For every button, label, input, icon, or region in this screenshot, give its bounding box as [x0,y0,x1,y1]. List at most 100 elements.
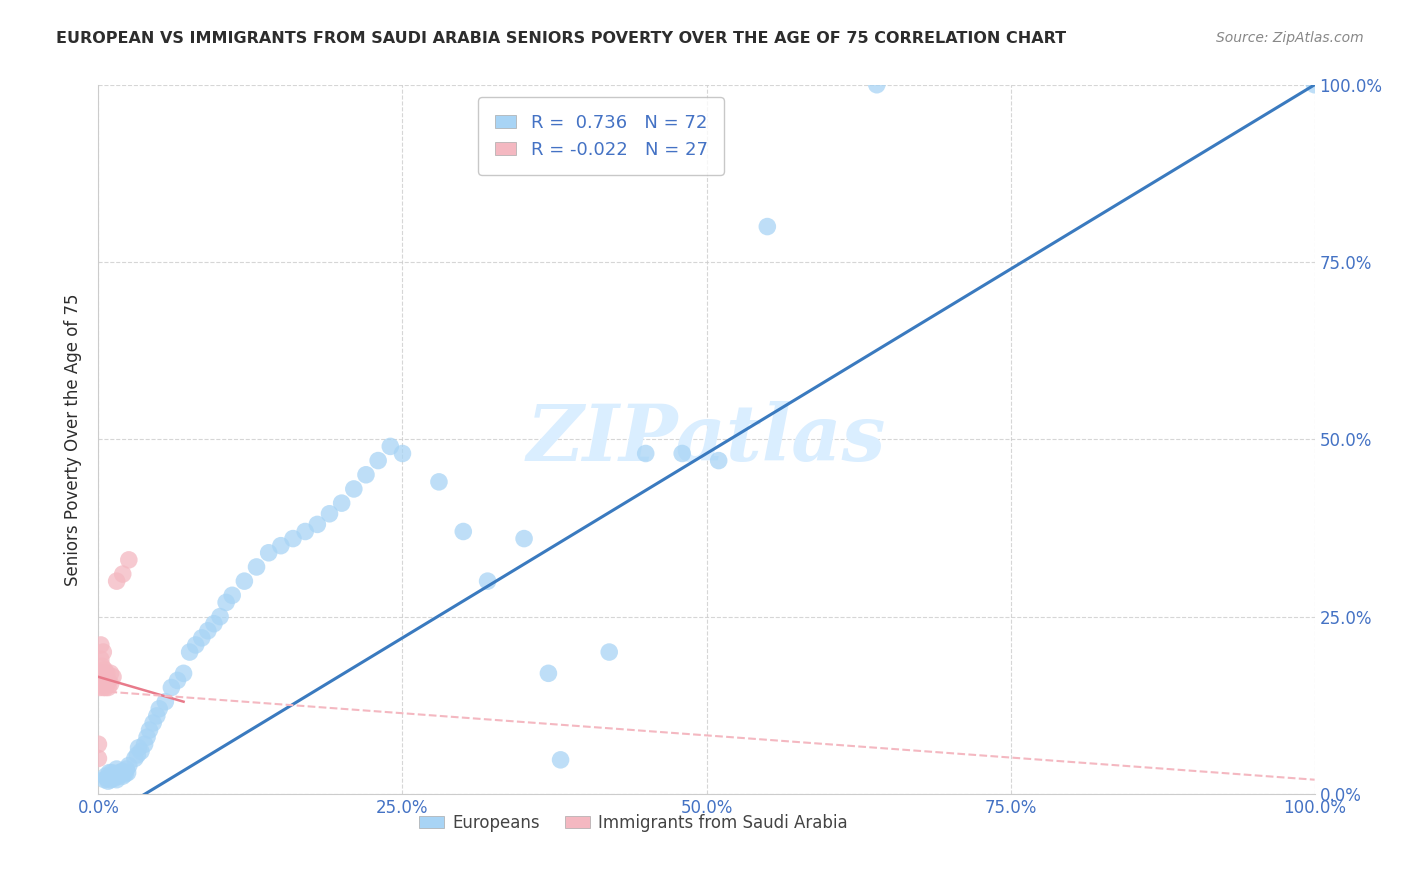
Point [97,774,120,789]
Point [114,767,136,781]
Y-axis label: Seniors Poverty Over the Age of 75: Seniors Poverty Over the Age of 75 [65,293,83,585]
Point [91,681,114,695]
Text: EUROPEAN VS IMMIGRANTS FROM SAUDI ARABIA SENIORS POVERTY OVER THE AGE OF 75 CORR: EUROPEAN VS IMMIGRANTS FROM SAUDI ARABIA… [56,31,1066,46]
Point [179,645,201,659]
Point [148,702,170,716]
Point [160,681,183,695]
Point [598,645,620,659]
Point [89,673,111,688]
Point [209,609,232,624]
Point [91,645,114,659]
Point [330,496,353,510]
Point [127,747,149,762]
Point [105,574,128,589]
Point [270,539,292,553]
Point [91,666,114,681]
Point [477,574,499,589]
Point [354,467,377,482]
Point [100,666,122,681]
Point [391,446,413,460]
Point [146,709,169,723]
Point [634,446,657,460]
Point [173,666,195,681]
Legend: Europeans, Immigrants from Saudi Arabia: Europeans, Immigrants from Saudi Arabia [412,807,855,838]
Point [96,772,118,786]
Point [94,681,117,695]
Point [513,532,536,546]
Point [281,532,304,546]
Point [138,723,160,737]
Point [90,638,112,652]
Point [101,765,124,780]
Point [111,764,134,779]
Point [118,553,141,567]
Point [134,737,156,751]
Point [90,652,112,666]
Point [100,769,122,783]
Text: Source: ZipAtlas.com: Source: ZipAtlas.com [1216,31,1364,45]
Point [118,758,141,772]
Point [110,767,132,781]
Point [257,546,280,560]
Point [96,677,118,691]
Point [380,439,402,453]
Point [756,219,779,234]
Point [103,772,125,786]
Point [537,666,560,681]
Point [707,453,730,467]
Point [111,769,134,783]
Point [191,631,214,645]
Point [94,769,117,783]
Point [318,507,340,521]
Point [101,670,124,684]
Point [307,517,329,532]
Point [142,715,165,730]
Point [111,567,134,582]
Point [215,595,238,609]
Point [245,560,267,574]
Point [93,677,115,691]
Point [96,666,118,681]
Point [97,681,120,695]
Point [671,446,693,460]
Point [166,673,188,688]
Point [112,765,135,780]
Point [367,453,389,467]
Point [427,475,450,489]
Point [343,482,366,496]
Point [128,740,150,755]
Point [233,574,256,589]
Point [91,659,114,673]
Point [105,762,128,776]
Point [202,616,225,631]
Text: ZIPatlas: ZIPatlas [527,401,886,477]
Point [105,772,128,787]
Point [453,524,475,539]
Point [129,744,152,758]
Point [115,762,138,776]
Point [124,751,146,765]
Point [91,673,114,688]
Point [90,666,112,681]
Point [221,588,243,602]
Point [107,769,129,783]
Point [866,78,889,92]
Point [294,524,316,539]
Point [91,673,114,688]
Point [94,670,117,684]
Point [87,737,110,751]
Point [100,677,122,691]
Point [136,730,159,744]
Point [108,765,131,780]
Point [87,751,110,765]
Point [1303,78,1326,92]
Point [100,772,122,787]
Point [117,765,139,780]
Point [104,767,127,781]
Point [97,673,120,688]
Point [155,695,177,709]
Point [93,772,115,787]
Point [101,769,124,783]
Point [184,638,207,652]
Point [550,753,572,767]
